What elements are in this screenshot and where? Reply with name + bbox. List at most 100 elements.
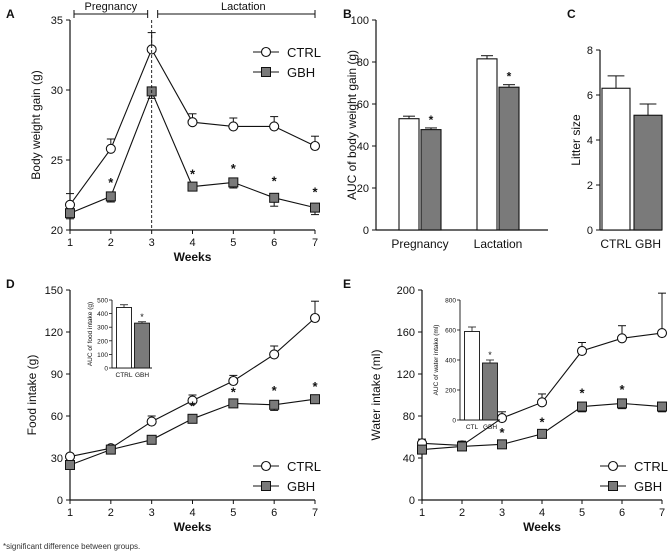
data-point-ctrl: [656, 327, 668, 339]
data-point-ctrl: [496, 413, 508, 424]
data-point-gbh: [105, 191, 116, 202]
x-category-label: GBH: [635, 237, 661, 251]
data-point-gbh: [146, 434, 157, 445]
x-tick-label: 2: [459, 507, 465, 519]
phase-label-lactation: Lactation: [221, 1, 266, 13]
inset-category-label: CTRL: [116, 372, 133, 379]
x-tick-label: 7: [312, 507, 318, 519]
y-tick-label: 35: [51, 15, 63, 27]
x-tick-label: 1: [419, 507, 425, 519]
data-point-gbh: [269, 192, 280, 203]
y-tick-label: 100: [351, 15, 369, 27]
y-axis-label: Body weight gain (g): [29, 70, 43, 179]
x-tick-label: 4: [189, 507, 195, 519]
x-tick-label: 4: [539, 507, 545, 519]
inset-y-tick-label: 300: [97, 325, 108, 332]
significance-star: *: [312, 379, 318, 394]
x-tick-label: 2: [108, 237, 114, 249]
inset-y-tick-label: 400: [445, 358, 456, 365]
significance-star: *: [429, 113, 434, 127]
data-point-gbh: [497, 439, 507, 450]
inset-y-tick-label: 200: [97, 338, 108, 345]
y-axis-label: Litter size: [569, 114, 583, 166]
data-point-ctrl: [269, 121, 280, 132]
panel-label: C: [567, 7, 576, 21]
y-tick-label: 60: [51, 411, 63, 423]
data-point-gbh: [657, 401, 667, 412]
x-tick-label: 1: [67, 507, 73, 519]
data-point-gbh: [228, 177, 239, 188]
y-tick-label: 6: [587, 90, 593, 102]
y-tick-label: 90: [51, 369, 63, 381]
y-tick-label: 80: [403, 411, 415, 423]
data-point-gbh: [228, 398, 239, 409]
legend-marker-gbh: [261, 481, 271, 491]
legend-marker-ctrl: [260, 46, 272, 58]
legend-label: GBH: [287, 479, 315, 494]
bar: [420, 129, 442, 231]
footnote: *significant difference between groups.: [3, 542, 141, 551]
x-tick-label: 6: [271, 507, 277, 519]
y-tick-label: 2: [587, 180, 593, 192]
significance-star: *: [312, 185, 318, 200]
phase-label-pregnancy: Pregnancy: [85, 1, 138, 13]
x-tick-label: 5: [579, 507, 585, 519]
y-tick-label: 4: [587, 135, 593, 147]
data-point-gbh: [105, 444, 116, 455]
significance-star: *: [579, 385, 585, 400]
y-tick-label: 0: [587, 225, 593, 237]
y-tick-label: 120: [45, 327, 63, 339]
data-point-ctrl: [269, 349, 280, 360]
legend-label: CTRL: [287, 459, 321, 474]
y-axis-label: Water intake (ml): [369, 350, 383, 441]
significance-star: *: [272, 383, 278, 398]
y-tick-label: 40: [403, 453, 415, 465]
x-tick-label: 7: [312, 237, 318, 249]
panel-label: A: [6, 7, 15, 21]
x-axis-label: Weeks: [174, 250, 212, 264]
x-tick-label: 4: [189, 237, 195, 249]
legend-label: CTRL: [634, 459, 668, 474]
data-point-gbh: [457, 441, 467, 452]
x-tick-label: 5: [230, 507, 236, 519]
data-point-ctrl: [616, 333, 628, 344]
data-point-gbh: [537, 428, 547, 439]
inset-y-tick-label: 800: [445, 298, 456, 305]
x-tick-label: 6: [619, 507, 625, 519]
y-tick-label: 25: [51, 155, 63, 167]
data-point-gbh: [65, 460, 75, 470]
inset-y-axis-label: AUC of water intake (ml): [433, 325, 440, 396]
data-point-ctrl: [187, 395, 198, 406]
legend-label: GBH: [634, 479, 662, 494]
y-tick-label: 20: [51, 225, 63, 237]
y-tick-label: 30: [51, 453, 63, 465]
y-axis-label: AUC of body weight gain (g): [345, 50, 359, 200]
significance-star: *: [108, 175, 114, 190]
significance-star: *: [231, 385, 237, 400]
data-point-ctrl: [64, 451, 76, 462]
y-tick-label: 200: [397, 285, 415, 297]
data-point-gbh: [269, 399, 280, 410]
data-point-gbh: [417, 444, 427, 455]
data-point-ctrl: [309, 312, 321, 324]
bar: [398, 118, 420, 231]
data-point-gbh: [577, 401, 587, 412]
x-axis-label: Weeks: [174, 520, 212, 534]
data-point-ctrl: [309, 140, 321, 152]
data-point-gbh: [187, 181, 198, 192]
legend-marker-gbh: [261, 67, 271, 77]
significance-star: *: [539, 415, 545, 430]
inset-y-axis-label: AUC of food intake (g): [87, 302, 94, 366]
inset-y-tick-label: 600: [445, 328, 456, 335]
x-category-label: CTRL: [600, 237, 632, 251]
inset-category-label: GBH: [483, 424, 497, 431]
significance-star: *: [619, 382, 625, 397]
inset-significance-star: *: [140, 312, 144, 322]
legend-label: CTRL: [287, 45, 321, 60]
inset-bar: [134, 322, 150, 369]
inset-y-tick-label: 0: [104, 366, 108, 373]
data-point-gbh: [65, 208, 75, 219]
data-point-gbh: [310, 202, 320, 213]
bar: [476, 58, 498, 231]
inset-y-tick-label: 0: [452, 418, 456, 425]
